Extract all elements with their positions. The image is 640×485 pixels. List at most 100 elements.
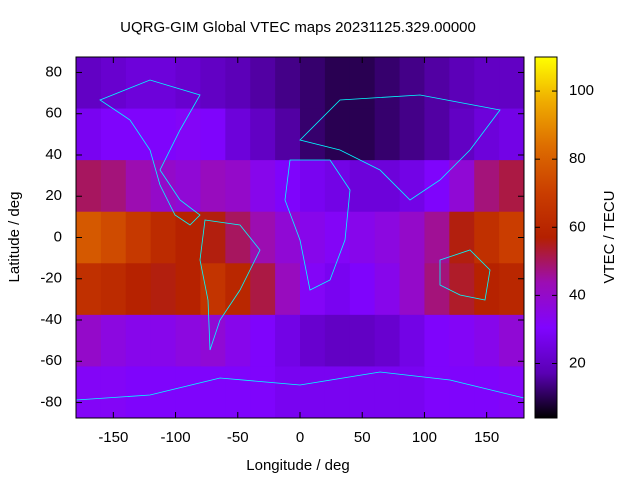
heatmap-cell [499, 57, 525, 110]
heatmap-cell [374, 108, 401, 161]
heatmap-cell [275, 314, 301, 367]
heatmap-cell [250, 314, 276, 367]
heatmap-cell [100, 57, 127, 110]
heatmap-cell [449, 314, 475, 367]
heatmap-cell [324, 314, 351, 367]
heatmap-cell [349, 160, 376, 213]
heatmap-cell [399, 57, 425, 110]
heatmap-cell [200, 108, 226, 161]
y-tick-label: 0 [54, 228, 62, 245]
heatmap-cell [474, 57, 500, 110]
heatmap-cell [100, 160, 127, 213]
y-tick-label: -40 [40, 311, 62, 328]
heatmap-cell [76, 263, 102, 316]
heatmap-cell [175, 263, 201, 316]
heatmap-cell [399, 263, 425, 316]
heatmap-cell [125, 211, 152, 264]
heatmap-cell [150, 366, 177, 419]
heatmap-cell [150, 314, 177, 367]
heatmap-cell [275, 160, 301, 213]
heatmap-cell [424, 366, 450, 419]
heatmap-cell [125, 314, 152, 367]
heatmap-cell [125, 57, 152, 110]
heatmap-cell [474, 108, 500, 161]
heatmap-cell [399, 314, 425, 367]
heatmap-cell [100, 263, 127, 316]
y-tick-label: 40 [45, 146, 62, 163]
heatmap-cell [499, 314, 525, 367]
heatmap-cell [300, 108, 326, 161]
heatmap-cell [200, 57, 226, 110]
heatmap-cell [424, 160, 450, 213]
heatmap-cell [424, 211, 450, 264]
coastlines [75, 79, 525, 401]
y-tick-label: -20 [40, 270, 62, 287]
heatmap-cell [324, 108, 351, 161]
chart-title: UQRG-GIM Global VTEC maps 20231125.329.0… [120, 19, 476, 36]
heatmap-cell [200, 211, 226, 264]
heatmap-cell [399, 160, 425, 213]
heatmap-cell [150, 263, 177, 316]
heatmap-cell [424, 263, 450, 316]
heatmap-cell [200, 160, 226, 213]
x-tick-label: -100 [161, 429, 191, 446]
heatmap-cell [324, 57, 351, 110]
heatmap-cell [399, 211, 425, 264]
heatmap-cell [349, 211, 376, 264]
heatmap-cell [449, 366, 475, 419]
heatmap-cell [300, 366, 326, 419]
heatmap-cell [474, 314, 500, 367]
heatmap-cell [100, 108, 127, 161]
heatmap-cell [225, 160, 251, 213]
heatmap-cell [175, 160, 201, 213]
heatmap-cell [374, 263, 401, 316]
heatmap-cell [424, 57, 450, 110]
heatmap-cell [225, 108, 251, 161]
heatmap-cell [399, 108, 425, 161]
heatmap-cell [275, 57, 301, 110]
x-tick-label: 150 [474, 429, 499, 446]
heatmap-cell [324, 211, 351, 264]
colorbar-tick-label: 100 [569, 82, 594, 99]
heatmap-cell [76, 108, 102, 161]
y-tick-label: -80 [40, 393, 62, 410]
heatmap-cell [374, 314, 401, 367]
x-tick-label: 100 [412, 429, 437, 446]
x-tick-label: 50 [354, 429, 371, 446]
heatmap-cell [225, 314, 251, 367]
heatmap-cell [399, 366, 425, 419]
heatmap-cell [374, 211, 401, 264]
heatmap-cell [100, 314, 127, 367]
heatmap-cell [76, 366, 102, 419]
y-tick-label: -60 [40, 352, 62, 369]
heatmap-cell [225, 366, 251, 419]
heatmap-cell [499, 160, 525, 213]
heatmap-cell [250, 108, 276, 161]
heatmap-cell [449, 57, 475, 110]
heatmap-cell [200, 263, 226, 316]
heatmap-cell [225, 263, 251, 316]
heatmap-cell [200, 366, 226, 419]
heatmap-cell [499, 108, 525, 161]
x-tick-label: -50 [227, 429, 249, 446]
y-tick-label: 80 [45, 63, 62, 80]
heatmap-cell [125, 366, 152, 419]
x-tick-label: -150 [98, 429, 128, 446]
colorbar-tick-label: 80 [569, 150, 586, 167]
heatmap-cell [300, 160, 326, 213]
heatmap-cell [150, 160, 177, 213]
y-tick-label: 60 [45, 105, 62, 122]
heatmap-cell [474, 211, 500, 264]
x-axis-label: Longitude / deg [246, 457, 349, 474]
heatmap-cell [76, 314, 102, 367]
colorbar-tick-label: 40 [569, 286, 586, 303]
heatmap-cell [300, 314, 326, 367]
heatmap-cell [275, 108, 301, 161]
heatmap-cell [474, 160, 500, 213]
heatmap-cell [349, 108, 376, 161]
heatmap-cell [349, 366, 376, 419]
heatmap-cell [300, 263, 326, 316]
heatmap-cell [449, 263, 475, 316]
y-axis-label: Latitude / deg [6, 192, 23, 283]
